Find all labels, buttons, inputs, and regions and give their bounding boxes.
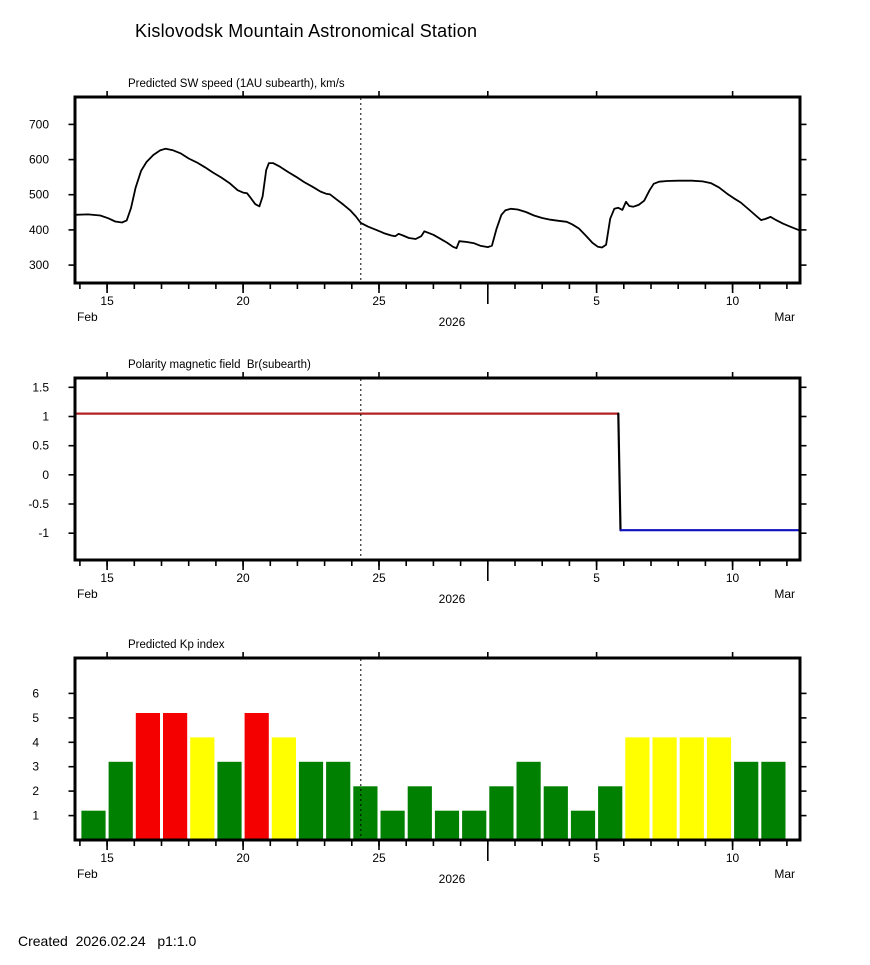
axis-label: 25	[372, 571, 386, 585]
axis-label: 5	[593, 851, 600, 865]
axis-label: 25	[372, 294, 386, 308]
kp-bar	[244, 713, 269, 840]
polarity-transition-line	[617, 412, 622, 532]
kp-bar	[543, 786, 568, 840]
kp-bar	[108, 761, 133, 840]
axis-label: 1	[32, 809, 39, 823]
axis-label: 2026	[439, 592, 466, 606]
sw-speed-chart-title: Predicted SW speed (1AU subearth), km/s	[128, 78, 345, 90]
kp-bar	[380, 810, 405, 840]
axis-label: 600	[29, 153, 49, 167]
page-title: Kislovodsk Mountain Astronomical Station	[135, 21, 478, 41]
kp-bar	[462, 810, 487, 840]
axis-label: 0	[42, 468, 49, 482]
polarity-chart: 1.5 1 0.5 0 -0.5 -1 15 20 25 5 10 Feb 2026 Mar	[28, 372, 807, 606]
kp-bar	[407, 786, 432, 840]
axis-label: Feb	[77, 867, 98, 881]
kp-bar	[81, 810, 106, 840]
kp-bar	[489, 786, 514, 840]
axis-label: Mar	[774, 867, 795, 881]
plot-frame	[73, 656, 802, 842]
kp-bars	[81, 713, 786, 840]
axis-label: Feb	[77, 310, 98, 324]
axis-label: 15	[100, 851, 114, 865]
axis-label: -1	[38, 526, 49, 540]
kp-bar	[652, 737, 677, 840]
kp-bar	[706, 737, 732, 840]
kp-bar	[190, 737, 215, 840]
data-series	[74, 147, 801, 250]
polarity-chart-title: Polarity magnetic field Br(subearth)	[128, 359, 311, 371]
axis-label: 500	[29, 188, 49, 202]
sw-speed-chart: 700 600 500 400 300 15 20 25 5 10 Feb 2026 Mar	[29, 91, 807, 329]
kp-bar	[598, 786, 623, 840]
kp-bar	[298, 761, 324, 840]
axes-ticks	[68, 91, 807, 304]
kp-bar	[516, 761, 541, 840]
axis-label: 10	[726, 294, 740, 308]
kp-bar	[761, 761, 786, 840]
axis-label: Mar	[774, 310, 795, 324]
axis-label: 15	[100, 571, 114, 585]
axis-label: 700	[29, 117, 49, 131]
kp-bar	[570, 810, 596, 840]
plot-frame	[73, 376, 802, 562]
axis-label: Mar	[774, 587, 795, 601]
axis-label: 6	[32, 686, 39, 700]
axis-label: 5	[32, 711, 39, 725]
data-series	[73, 412, 802, 532]
axis-label: 20	[236, 851, 250, 865]
kp-bar	[163, 713, 188, 840]
kp-bar	[271, 737, 296, 840]
axis-label: 15	[100, 294, 114, 308]
axis-label: -0.5	[28, 497, 49, 511]
kp-bar	[734, 761, 759, 840]
kp-bar	[625, 737, 650, 840]
axis-label: 300	[29, 258, 49, 272]
axis-label: 0.5	[32, 439, 49, 453]
axis-label: 3	[32, 760, 39, 774]
kp-bar	[135, 713, 160, 840]
axis-label: 400	[29, 223, 49, 237]
kp-bar	[434, 810, 460, 840]
axis-label: 2	[32, 784, 39, 798]
axis-label: 4	[32, 735, 39, 749]
axis-label: 20	[236, 294, 250, 308]
kp-bar	[217, 761, 242, 840]
axis-label: 1	[42, 410, 49, 424]
axis-label: 2026	[439, 315, 466, 329]
axes-ticks	[68, 652, 807, 861]
axis-label: 10	[726, 571, 740, 585]
axis-label: 5	[593, 571, 600, 585]
axis-label: 5	[593, 294, 600, 308]
kp-bar	[326, 761, 351, 840]
axis-label: 1.5	[32, 380, 49, 394]
axes-ticks	[68, 372, 807, 581]
kp-index-chart-title: Predicted Kp index	[128, 639, 225, 651]
plot-frame	[73, 95, 802, 285]
kp-index-chart: 6 5 4 3 2 1 15 20 25 5 10 Feb 2026 Mar	[32, 652, 807, 886]
axis-label: 10	[726, 851, 740, 865]
axis-label: Feb	[77, 587, 98, 601]
axis-label: 25	[372, 851, 386, 865]
axis-label: 2026	[439, 872, 466, 886]
axis-label: 20	[236, 571, 250, 585]
created-footer: Created 2026.02.24 p1:1.0	[18, 933, 197, 949]
kp-bar	[679, 737, 704, 840]
kp-bar	[353, 786, 378, 840]
predicted-sw-speed-line	[74, 147, 801, 250]
